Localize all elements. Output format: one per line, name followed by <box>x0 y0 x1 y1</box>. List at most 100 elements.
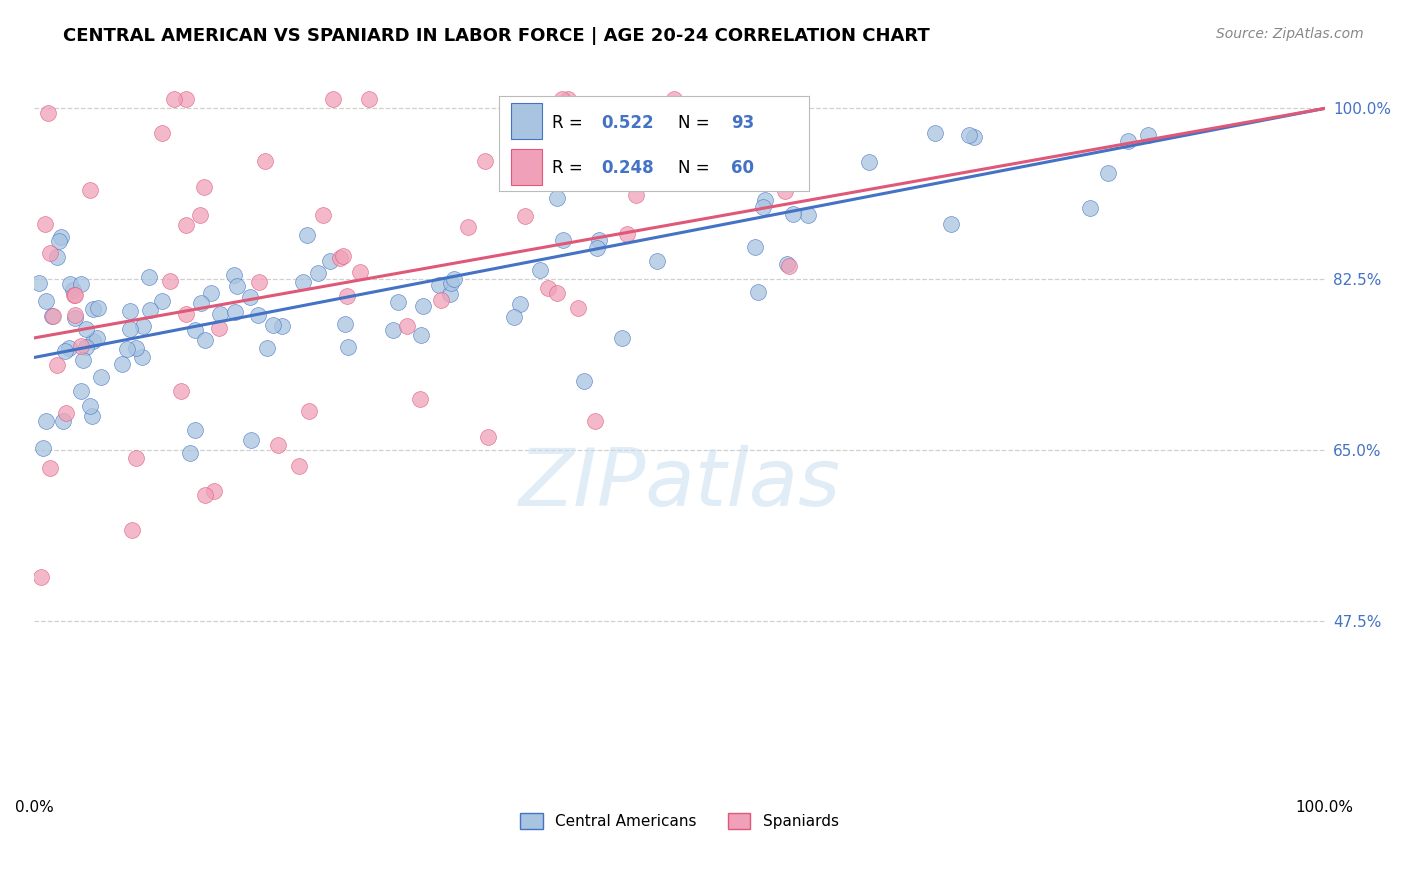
Point <box>770 153 793 168</box>
Point <box>537 281 560 295</box>
Point <box>125 341 148 355</box>
Point <box>270 318 292 333</box>
Point <box>70 277 93 292</box>
Point <box>52 414 75 428</box>
Point <box>430 293 453 307</box>
Point <box>588 233 610 247</box>
Point <box>30 570 52 584</box>
Point <box>443 272 465 286</box>
Point <box>111 357 134 371</box>
Point <box>741 127 763 141</box>
Point <box>174 92 197 106</box>
Point <box>329 251 352 265</box>
Text: ZIPatlas: ZIPatlas <box>519 445 841 524</box>
Point <box>69 384 91 399</box>
Point <box>72 353 94 368</box>
Point <box>120 322 142 336</box>
Point <box>55 406 77 420</box>
Point <box>744 240 766 254</box>
Point <box>138 270 160 285</box>
Point <box>159 274 181 288</box>
Point <box>170 384 193 399</box>
Point <box>70 339 93 353</box>
Point <box>75 340 97 354</box>
Point <box>118 304 141 318</box>
Point <box>247 275 270 289</box>
Point <box>776 257 799 271</box>
Point <box>82 301 104 316</box>
Point <box>477 430 499 444</box>
Point <box>336 289 359 303</box>
Point <box>546 285 568 300</box>
Point <box>551 234 574 248</box>
Point <box>267 438 290 452</box>
Point <box>256 341 278 355</box>
Point <box>616 227 638 241</box>
Point <box>605 153 627 168</box>
Point <box>288 459 311 474</box>
Point <box>193 180 215 194</box>
Point <box>115 342 138 356</box>
Point <box>225 279 247 293</box>
Point <box>626 188 648 202</box>
Point <box>224 305 246 319</box>
Point <box>474 153 496 168</box>
Point <box>174 218 197 232</box>
Point <box>503 310 526 324</box>
Point <box>924 127 946 141</box>
Point <box>184 323 207 337</box>
Point <box>319 254 342 268</box>
Point <box>58 342 80 356</box>
Point <box>332 250 354 264</box>
Point <box>427 277 450 292</box>
Point <box>86 331 108 345</box>
Point <box>208 307 231 321</box>
Point <box>349 265 371 279</box>
Point <box>381 323 404 337</box>
Point <box>63 310 86 325</box>
Point <box>121 523 143 537</box>
Point <box>80 409 103 424</box>
Point <box>41 309 63 323</box>
Point <box>585 240 607 254</box>
Point <box>79 399 101 413</box>
Point <box>35 414 58 428</box>
Point <box>63 308 86 322</box>
Point <box>357 92 380 106</box>
Point <box>174 307 197 321</box>
Point <box>550 92 572 106</box>
Point <box>322 92 344 106</box>
Point <box>782 207 804 221</box>
Point <box>150 126 173 140</box>
Point <box>51 230 73 244</box>
Point <box>572 374 595 388</box>
Point <box>583 414 606 428</box>
Point <box>31 442 53 456</box>
Point <box>610 331 633 345</box>
Point <box>291 276 314 290</box>
Point <box>55 344 77 359</box>
Point <box>439 287 461 301</box>
Point <box>409 392 432 406</box>
Point <box>662 92 685 106</box>
Point <box>298 404 321 418</box>
Point <box>190 208 212 222</box>
Point <box>957 128 980 142</box>
Point <box>1137 128 1160 142</box>
Point <box>546 191 568 205</box>
Point <box>773 184 796 198</box>
Point <box>38 460 60 475</box>
Point <box>41 309 63 323</box>
Point <box>513 209 536 223</box>
Point <box>183 423 205 437</box>
Point <box>48 234 70 248</box>
Point <box>190 295 212 310</box>
Point <box>858 155 880 169</box>
Point <box>179 446 201 460</box>
Point <box>75 322 97 336</box>
Point <box>939 217 962 231</box>
Point <box>28 276 51 290</box>
Point <box>63 287 86 301</box>
Point <box>34 217 56 231</box>
Point <box>307 266 329 280</box>
